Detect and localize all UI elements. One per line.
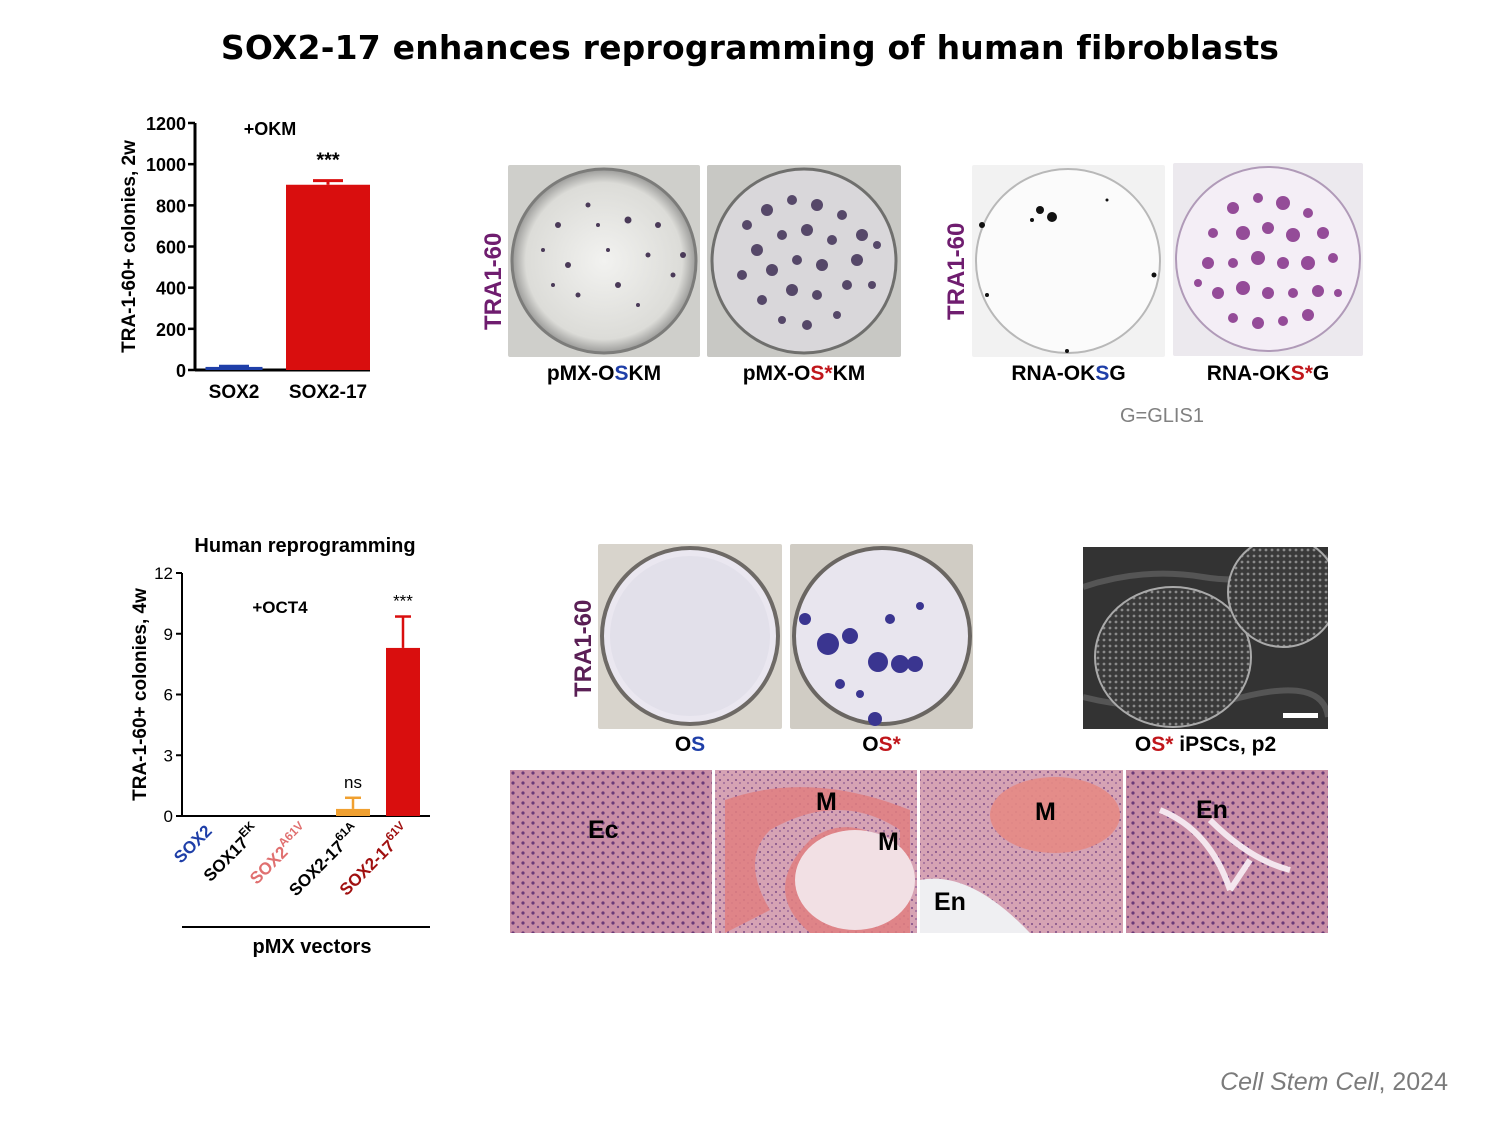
c1-ytick-label: 600 bbox=[156, 238, 186, 258]
label-pmx-os-star-km: pMX-OS*KM bbox=[742, 362, 866, 385]
hist-label-m1: M bbox=[816, 788, 837, 816]
c2-ytick-label: 3 bbox=[164, 746, 173, 765]
c1-ylabel: TRA-1-60+ colonies, 2w bbox=[119, 140, 140, 353]
histology-strip: Ec M M M En En bbox=[510, 770, 1328, 933]
c2-ytick-label: 6 bbox=[164, 686, 173, 705]
tra1-60-label-top-right: TRA1-60 bbox=[943, 222, 970, 320]
c1-ytick-label: 0 bbox=[176, 361, 186, 381]
c1-ytick-label: 800 bbox=[156, 196, 186, 216]
hist-label-m3: M bbox=[1035, 798, 1056, 826]
figure-title: SOX2-17 enhances reprogramming of human … bbox=[220, 28, 1280, 67]
c2-title: Human reprogramming bbox=[194, 535, 415, 557]
c1-ytick-label: 400 bbox=[156, 279, 186, 299]
c1-ytick-label: 1200 bbox=[146, 114, 186, 134]
c1-ytick-label: 1000 bbox=[146, 155, 186, 175]
dish-rna-oksg bbox=[972, 165, 1165, 357]
c2-bar-4 bbox=[386, 647, 420, 816]
dish-pmx-oskm bbox=[508, 165, 700, 357]
c2-ytick-label: 0 bbox=[164, 807, 173, 826]
c2-bar-3 bbox=[336, 808, 370, 816]
label-os: OS bbox=[674, 733, 706, 756]
c2-annotation: +OCT4 bbox=[252, 598, 308, 617]
hist-label-en2: En bbox=[1196, 796, 1228, 824]
label-pmx-oskm: pMX-OSKM bbox=[546, 362, 662, 385]
c2-ylabel: TRA-1-60+ colonies, 4w bbox=[130, 588, 151, 801]
label-os-star-ipscs: OS* iPSCs, p2 bbox=[1134, 733, 1277, 756]
dish-os-star bbox=[790, 544, 973, 729]
c1-annotation: +OKM bbox=[244, 119, 297, 139]
c1-xlabel-0: SOX2 bbox=[209, 382, 260, 403]
c1-sig-1: *** bbox=[316, 150, 340, 172]
c1-bar-1 bbox=[286, 184, 370, 370]
citation: Cell Stem Cell, 2024 bbox=[1220, 1068, 1448, 1096]
dish-os bbox=[598, 544, 782, 729]
tra1-60-label-bottom: TRA1-60 bbox=[570, 599, 597, 697]
c1-bar-0 bbox=[205, 366, 263, 370]
dish-pmx-os-star-km bbox=[707, 165, 901, 357]
c2-sig-3: ns bbox=[344, 773, 362, 792]
c1-ytick-label: 200 bbox=[156, 320, 186, 340]
hist-label-ec: Ec bbox=[588, 816, 619, 844]
tra1-60-label-top-left: TRA1-60 bbox=[480, 232, 507, 330]
c1-xlabel-1: SOX2-17 bbox=[289, 382, 367, 403]
label-rna-oks-star-g: RNA-OKS*G bbox=[1206, 362, 1330, 385]
glis1-note: G=GLIS1 bbox=[1120, 405, 1204, 427]
c2-xlabel: pMX vectors bbox=[253, 936, 372, 958]
c2-ytick-label: 9 bbox=[164, 625, 173, 644]
bar-chart-okm: 0 200 400 600 800 1000 1200 TRA-1-60+ colonies,… bbox=[119, 114, 370, 403]
c2-sig-4: *** bbox=[393, 592, 413, 611]
c2-xlabel-0: SOX2 bbox=[170, 821, 216, 867]
hist-label-m2: M bbox=[878, 828, 899, 856]
label-os-star: OS* bbox=[862, 733, 901, 756]
ipsc-micrograph bbox=[1083, 547, 1328, 729]
hist-label-en1: En bbox=[934, 888, 966, 916]
label-rna-oksg: RNA-OKSG bbox=[1011, 362, 1126, 385]
dish-rna-oks-star-g bbox=[1173, 163, 1363, 356]
c2-ytick-label: 12 bbox=[154, 564, 173, 583]
